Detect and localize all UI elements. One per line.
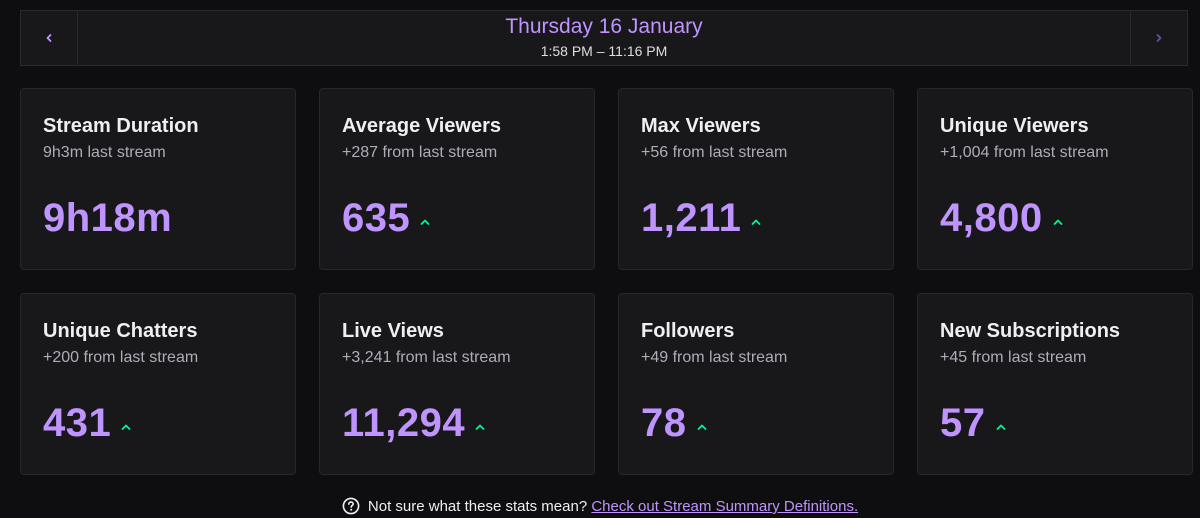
stat-comparison: 9h3m last stream <box>43 144 166 161</box>
stat-title: Unique Chatters <box>43 320 198 342</box>
stat-card-followers: Followers +49 from last stream 78 <box>618 293 894 475</box>
date-navigator: Thursday 16 January 1:58 PM – 11:16 PM <box>20 10 1188 66</box>
stat-value-row: 57 <box>940 398 1006 448</box>
stat-title: Live Views <box>342 320 444 342</box>
stat-comparison: +49 from last stream <box>641 349 788 366</box>
help-question-text: Not sure what these stats mean? <box>367 498 588 515</box>
stat-value-row: 1,211 <box>641 193 761 243</box>
stat-comparison: +56 from last stream <box>641 144 788 161</box>
stat-value-row: 635 <box>342 193 430 243</box>
stat-comparison: +45 from last stream <box>940 349 1087 366</box>
stream-date: Thursday 16 January <box>505 15 703 38</box>
stat-value-row: 431 <box>43 398 131 448</box>
stat-value: 431 <box>43 401 112 445</box>
stat-card-unique-chatters: Unique Chatters +200 from last stream 431 <box>20 293 296 475</box>
stat-card-live-views: Live Views +3,241 from last stream 11,294 <box>319 293 595 475</box>
stat-value-row: 4,800 <box>940 193 1063 243</box>
stat-title: Stream Duration <box>43 115 199 137</box>
stat-title: Unique Viewers <box>940 115 1089 137</box>
trend-up-icon <box>121 424 131 430</box>
stat-comparison: +200 from last stream <box>43 349 199 366</box>
stat-card-unique-viewers: Unique Viewers +1,004 from last stream 4,8… <box>917 88 1193 270</box>
stat-title: Average Viewers <box>342 115 501 137</box>
definitions-link[interactable]: Check out Stream Summary Definitions. <box>591 498 859 515</box>
stat-value: 78 <box>641 401 687 445</box>
stat-title: New Subscriptions <box>940 320 1121 342</box>
chevron-left-icon <box>46 34 52 42</box>
trend-up-icon <box>420 219 430 225</box>
next-stream-button[interactable] <box>1130 11 1187 65</box>
stat-comparison: +1,004 from last stream <box>940 144 1109 161</box>
stat-value-row: 11,294 <box>342 398 485 448</box>
trend-up-icon <box>1053 219 1063 225</box>
stat-card-stream-duration: Stream Duration 9h3m last stream 9h18m <box>20 88 296 270</box>
trend-up-icon <box>751 219 761 225</box>
chevron-right-icon <box>1156 34 1162 42</box>
stat-value: 1,211 <box>641 196 742 240</box>
stat-title: Max Viewers <box>641 115 761 137</box>
stat-value: 4,800 <box>940 196 1043 240</box>
date-display: Thursday 16 January 1:58 PM – 11:16 PM <box>77 11 1131 65</box>
help-circle-icon <box>342 497 360 515</box>
stats-help-footer: Not sure what these stats mean? Check ou… <box>0 497 1200 515</box>
stat-card-max-viewers: Max Viewers +56 from last stream 1,211 <box>618 88 894 270</box>
trend-up-icon <box>996 424 1005 430</box>
stat-comparison: +287 from last stream <box>342 144 498 161</box>
stat-card-new-subscriptions: New Subscriptions +45 from last stream 57 <box>917 293 1193 475</box>
stat-card-average-viewers: Average Viewers +287 from last stream 635 <box>319 88 595 270</box>
trend-up-icon <box>475 424 485 430</box>
previous-stream-button[interactable] <box>21 11 78 65</box>
stat-value: 635 <box>342 196 411 240</box>
stat-value: 11,294 <box>342 401 466 445</box>
trend-up-icon <box>697 424 706 430</box>
stat-comparison: +3,241 from last stream <box>342 349 511 366</box>
stat-value: 9h18m <box>43 196 173 240</box>
stat-title: Followers <box>641 320 735 342</box>
stat-value: 57 <box>940 401 986 445</box>
stat-value-row: 9h18m <box>43 193 172 243</box>
stream-time-range: 1:58 PM – 11:16 PM <box>540 43 668 59</box>
stat-value-row: 78 <box>641 398 707 448</box>
